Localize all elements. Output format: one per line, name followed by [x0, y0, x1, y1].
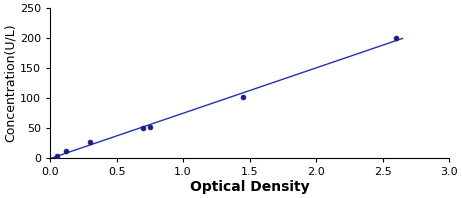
Y-axis label: Concentration(U/L): Concentration(U/L)	[4, 24, 17, 142]
X-axis label: Optical Density: Optical Density	[190, 180, 310, 194]
